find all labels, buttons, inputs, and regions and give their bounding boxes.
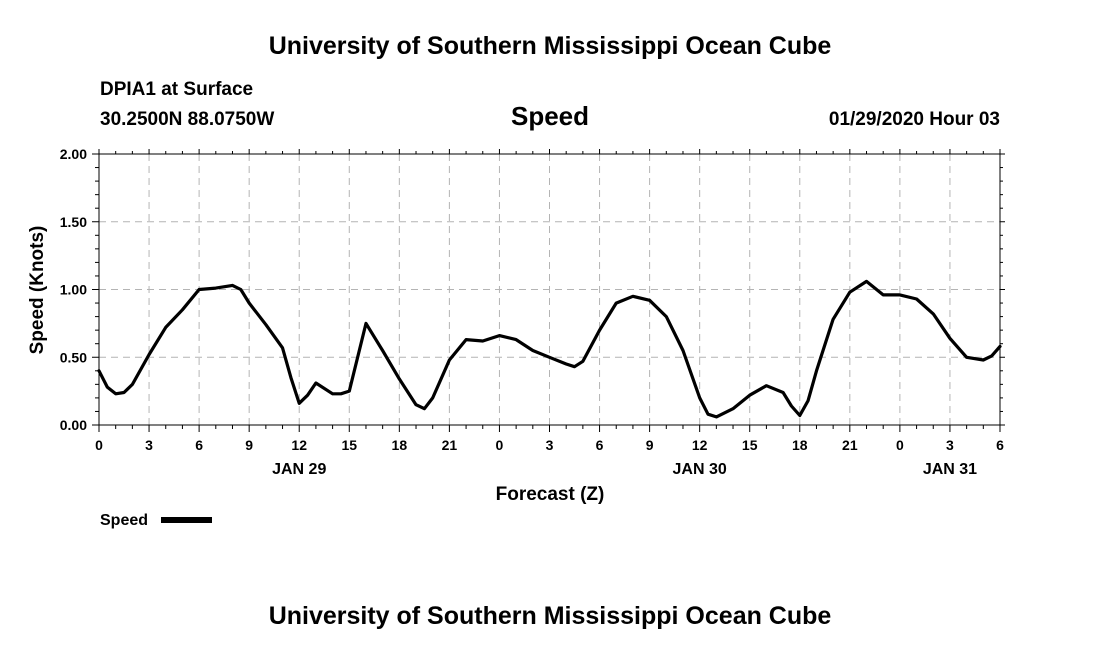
tick-labels: 0 3 6 9 12 15 18 21 0 3 6 9 12 15 18 21 0 3 6 JAN 29 JAN 30 J… (60, 146, 1004, 478)
x-tick-label: 3 (946, 437, 954, 453)
page-title-bottom: University of Southern Mississippi Ocean… (269, 602, 832, 630)
legend-label: Speed (100, 512, 148, 529)
legend-swatch (161, 517, 212, 523)
x-tick-label: 6 (195, 437, 203, 453)
y-tick-label: 2.00 (60, 146, 87, 162)
x-tick-label: 21 (842, 437, 858, 453)
y-axis-label: Speed (Knots) (27, 226, 48, 355)
chart-title: Speed (511, 101, 589, 131)
station-label: DPIA1 at Surface (100, 79, 253, 100)
y-tick-label: 0.00 (60, 417, 87, 433)
x-tick-label: 15 (341, 437, 357, 453)
x-tick-label: 0 (496, 437, 504, 453)
y-tick-label: 0.50 (60, 349, 87, 365)
series-line-speed (97, 279, 1002, 419)
x-tick-label: 3 (145, 437, 153, 453)
axis-ticks (92, 149, 1005, 432)
date-label: JAN 29 (272, 461, 326, 478)
date-label: JAN 31 (923, 461, 977, 478)
x-tick-label: 21 (442, 437, 458, 453)
x-tick-label: 3 (546, 437, 554, 453)
x-tick-label: 0 (896, 437, 904, 453)
y-tick-label: 1.00 (60, 282, 87, 298)
series-layer (97, 279, 1002, 419)
x-tick-label: 12 (692, 437, 708, 453)
x-tick-label: 9 (245, 437, 253, 453)
x-tick-label: 18 (392, 437, 408, 453)
x-tick-label: 9 (646, 437, 654, 453)
page-title-top: University of Southern Mississippi Ocean… (269, 32, 832, 60)
x-tick-label: 18 (792, 437, 808, 453)
x-tick-label: 15 (742, 437, 758, 453)
x-axis-label: Forecast (Z) (496, 484, 605, 505)
grid-lines (99, 154, 1000, 425)
x-tick-label: 0 (95, 437, 103, 453)
x-tick-label: 12 (291, 437, 307, 453)
y-tick-label: 1.50 (60, 214, 87, 230)
coordinates-label: 30.2500N 88.0750W (100, 109, 274, 130)
x-tick-label: 6 (996, 437, 1004, 453)
run-time-label: 01/29/2020 Hour 03 (829, 109, 1000, 130)
date-label: JAN 30 (673, 461, 727, 478)
x-tick-label: 6 (596, 437, 604, 453)
